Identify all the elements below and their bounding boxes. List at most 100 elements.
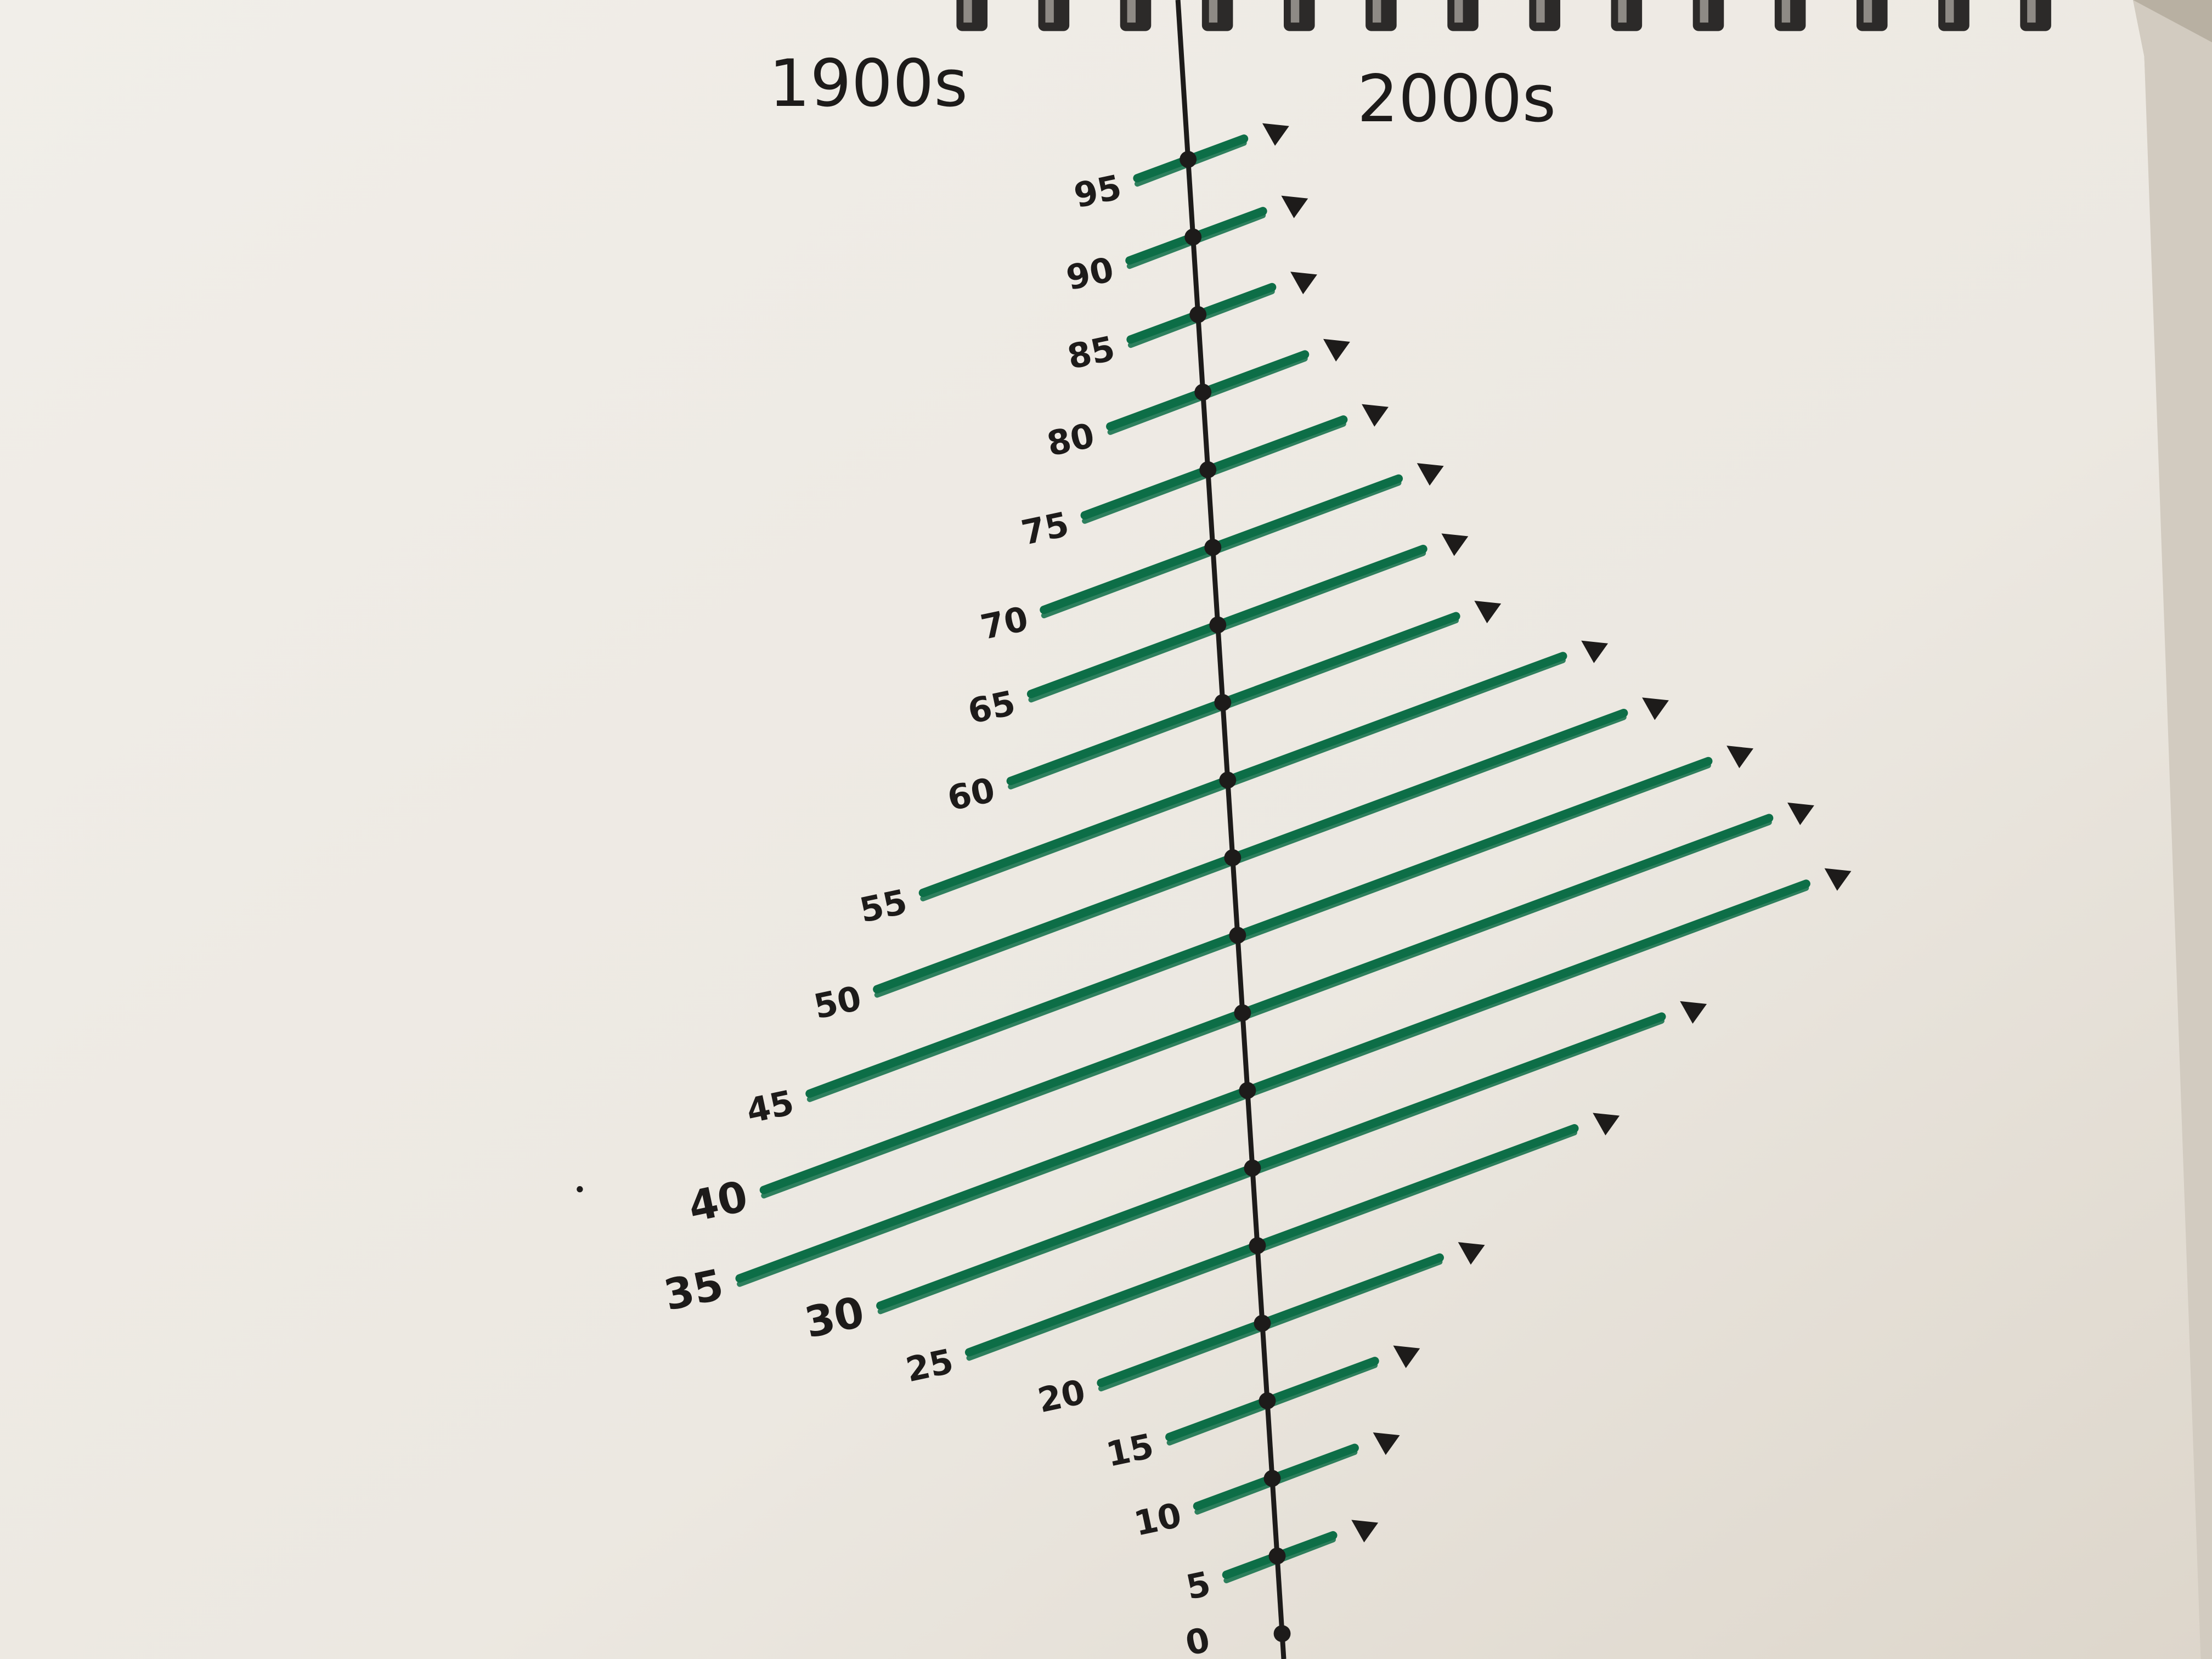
timeline-stroke (876, 1012, 1666, 1310)
decade-label: 55 (856, 882, 911, 930)
timeline-stroke (759, 814, 1774, 1194)
arrowhead (1417, 463, 1444, 486)
axis-dot (1254, 1314, 1271, 1332)
arrowhead (1290, 272, 1317, 295)
decade-label: 30 (800, 1288, 868, 1348)
timeline-stroke (1008, 617, 1459, 789)
arrowheads (1262, 123, 1852, 1543)
spiral-coil-highlight (1618, 0, 1627, 23)
axis-dot (1259, 1392, 1276, 1409)
axis-dot (1239, 1082, 1256, 1099)
timeline-stroke (806, 763, 1711, 1102)
spiral-binding (956, 0, 2051, 31)
decade-label: 50 (810, 978, 865, 1026)
timeline-stroke (873, 708, 1628, 994)
timeline-stroke (761, 819, 1772, 1199)
decade-label: 80 (1043, 416, 1098, 464)
timeline-stroke (1097, 1253, 1444, 1387)
decade-label: 85 (1064, 329, 1118, 377)
arrowhead (1824, 868, 1852, 891)
axis-dot (1199, 461, 1217, 478)
axis-dot (1180, 151, 1197, 168)
timeline-stroke (920, 657, 1566, 901)
heading-2000s: 2000s (1357, 61, 1556, 137)
spiral-coil-highlight (1945, 0, 1954, 23)
timeline-stroke (877, 1018, 1664, 1314)
axis-dot (1268, 1547, 1286, 1565)
decade-label: 70 (977, 599, 1031, 647)
decade-label: 15 (1103, 1426, 1157, 1475)
arrowhead (1474, 600, 1502, 624)
timeline-stroke (737, 885, 1809, 1287)
spiral-coil-highlight (2027, 0, 2036, 23)
arrowhead (1581, 640, 1609, 663)
spiral-coil-highlight (1700, 0, 1708, 23)
spiral-coil-highlight (1781, 0, 1791, 23)
axis-dot (1234, 1004, 1251, 1022)
heading-1900s: 1900s (769, 46, 968, 121)
spiral-coil-highlight (1373, 0, 1381, 23)
timeline-stroke (805, 757, 1713, 1098)
timeline-stroke (1028, 550, 1426, 703)
arrowhead (1787, 802, 1814, 826)
decade-label: 90 (1063, 250, 1117, 298)
axis-dot (1214, 694, 1232, 711)
timeline-strokes (735, 134, 1810, 1583)
decade-label: 35 (660, 1260, 728, 1321)
arrowhead (1593, 1113, 1620, 1136)
axis-dot (1273, 1625, 1291, 1643)
axis-dot (1194, 383, 1212, 401)
axis-dot (1219, 771, 1237, 789)
axis-dot (1229, 927, 1246, 944)
axis-dot (1244, 1159, 1261, 1177)
timeline-stroke (964, 1124, 1579, 1357)
arrowhead (1323, 338, 1350, 362)
decade-label: 60 (944, 770, 998, 819)
arrowhead (1393, 1345, 1420, 1368)
decade-label: 45 (743, 1083, 797, 1131)
axis-line (1175, 0, 1286, 1659)
spiral-coil-highlight (1209, 0, 1218, 23)
decade-label: 10 (1131, 1496, 1185, 1544)
page-curl-shadow (2133, 0, 2212, 1659)
arrowhead (1281, 195, 1308, 218)
arrowhead (1362, 404, 1389, 427)
spiral-coil-highlight (1045, 0, 1054, 23)
decade-label: 40 (684, 1172, 752, 1232)
spiral-coil-highlight (1454, 0, 1463, 23)
decade-label: 65 (964, 683, 1019, 731)
arrowhead (1458, 1242, 1485, 1265)
center-axis (1175, 0, 1291, 1659)
arrowhead (1351, 1520, 1379, 1543)
decade-label: 25 (902, 1341, 957, 1390)
arrowhead (1373, 1432, 1400, 1455)
spiral-coil-highlight (1127, 0, 1136, 23)
axis-dot (1249, 1237, 1266, 1254)
decade-label: 75 (1018, 505, 1073, 553)
axis-dot (1263, 1470, 1281, 1487)
axis-dot (1189, 306, 1207, 323)
timeline-stroke (735, 879, 1810, 1283)
arrowhead (1726, 746, 1754, 769)
timeline-stroke (966, 1130, 1577, 1361)
spiral-coil-highlight (963, 0, 972, 23)
pen-dot (577, 1186, 583, 1193)
axis-dot (1184, 228, 1202, 246)
timeline-stroke (1006, 612, 1460, 786)
timeline-stroke (918, 652, 1567, 898)
timeline-stroke (1041, 480, 1402, 619)
axis-dot (1209, 616, 1227, 634)
axis-dot (1204, 539, 1222, 556)
spiral-coil-highlight (1863, 0, 1872, 23)
decade-label: 95 (1071, 167, 1125, 216)
spiral-coil-highlight (1290, 0, 1300, 23)
arrowhead (1441, 533, 1469, 556)
timeline-stroke (1040, 474, 1403, 614)
timeline-stroke (874, 714, 1627, 998)
arrowhead (1262, 123, 1289, 146)
arrowhead (1680, 1001, 1707, 1024)
arrowhead (1642, 697, 1669, 720)
spiral-coil-highlight (1536, 0, 1545, 23)
